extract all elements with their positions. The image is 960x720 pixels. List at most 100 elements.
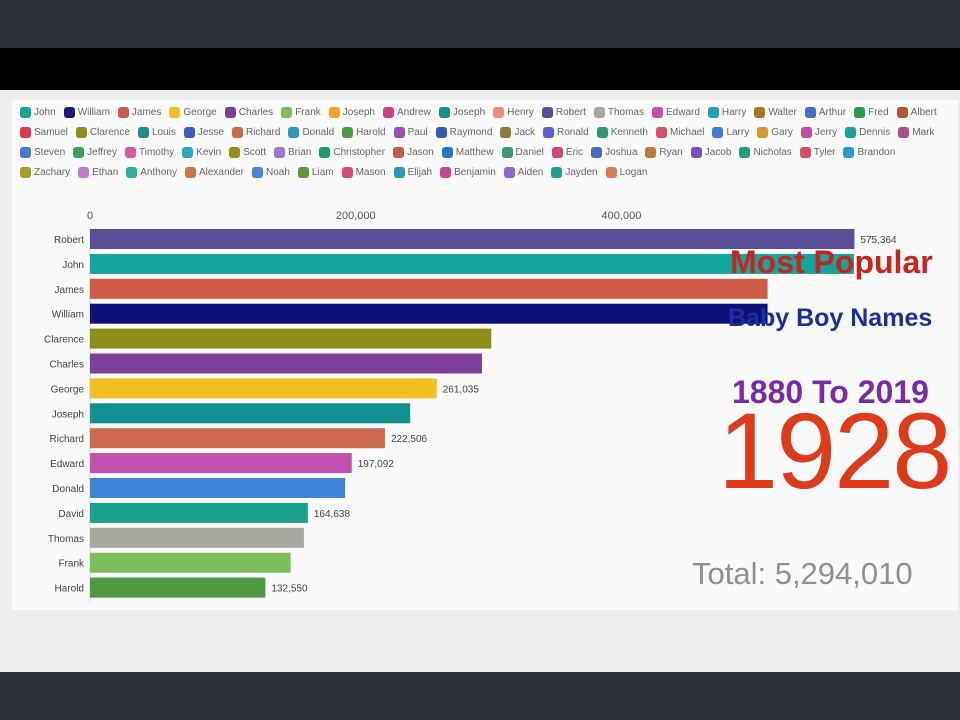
bar-value-label: 575,364 <box>860 235 897 246</box>
bar-value-label: 261,035 <box>443 384 480 395</box>
legend-item: Scott <box>229 144 266 160</box>
legend-swatch <box>224 106 236 118</box>
legend-swatch <box>383 106 394 118</box>
top-black-band <box>0 48 960 90</box>
legend-swatch <box>274 146 285 158</box>
year-range: 1880 To 2019 <box>732 374 929 410</box>
legend-label: Larry <box>726 126 750 138</box>
legend-label: Clarence <box>89 126 130 138</box>
legend-label: Jerry <box>814 126 838 138</box>
legend-item: Harry <box>707 104 747 120</box>
bar-value-label: 197,092 <box>358 459 395 470</box>
legend-label: Kenneth <box>610 126 648 138</box>
legend-swatch <box>297 166 309 178</box>
legend-label: Brandon <box>857 146 896 158</box>
legend-label: Anthony <box>140 166 177 178</box>
legend-item: Richard <box>231 124 280 140</box>
legend-item: Elijah <box>393 164 432 180</box>
legend-swatch <box>543 126 554 138</box>
bar-category-label: Charles <box>50 360 84 371</box>
legend-label: Joshua <box>605 146 638 158</box>
legend-label: Kevin <box>196 146 222 158</box>
legend-swatch <box>605 166 617 178</box>
title-baby-boy-names: Baby Boy Names <box>728 304 933 332</box>
legend-swatch <box>342 126 354 138</box>
legend-item: Andrew <box>383 104 431 120</box>
bar <box>90 527 304 548</box>
legend-label: Scott <box>243 146 266 158</box>
legend-label: Michael <box>669 126 705 138</box>
legend-label: Frank <box>295 106 321 118</box>
legend-item: Jacob <box>690 144 731 160</box>
legend-swatch <box>117 106 129 118</box>
x-tick-label: 0 <box>87 210 93 222</box>
legend-item: Michael <box>655 124 705 140</box>
legend-item: Steven <box>20 144 65 160</box>
legend-label: Raymond <box>449 126 493 138</box>
legend-label: George <box>183 106 217 118</box>
legend-label: Mark <box>912 126 935 138</box>
legend-swatch <box>137 126 149 138</box>
legend-label: Paul <box>407 126 428 138</box>
bar-category-label: Donald <box>52 484 84 495</box>
legend-label: Henry <box>507 106 534 118</box>
legend-label: Daniel <box>515 146 544 158</box>
bar <box>90 253 854 274</box>
legend-swatch <box>63 106 75 118</box>
legend-item: George <box>169 104 217 120</box>
legend-swatch <box>655 126 667 138</box>
legend-item: Robert <box>541 104 586 120</box>
bar-category-label: Richard <box>50 434 84 445</box>
bar-category-label: James <box>55 285 84 296</box>
legend-swatch <box>707 106 719 118</box>
legend-item: Nicholas <box>739 144 792 160</box>
bar <box>90 502 308 523</box>
legend-item: Joshua <box>591 144 637 160</box>
legend-label: John <box>34 106 56 118</box>
legend-swatch <box>78 166 90 178</box>
title-most-popular: Most Popular <box>730 244 933 280</box>
legend-item: Louis <box>137 124 176 140</box>
legend-swatch <box>500 126 512 138</box>
legend-label: Edward <box>665 106 700 118</box>
legend-label: Mason <box>355 166 386 178</box>
legend-label: Ronald <box>557 126 589 138</box>
legend-swatch <box>799 146 811 158</box>
legend-item: Jason <box>393 144 434 160</box>
legend-swatch <box>898 126 910 138</box>
legend-item: Alexander <box>184 164 244 180</box>
legend-item: Jack <box>500 124 535 140</box>
legend-item: Ethan <box>78 164 118 180</box>
legend-item: John <box>20 104 56 120</box>
legend-item: Fred <box>854 104 889 120</box>
bar-value-label: 222,506 <box>391 434 428 445</box>
legend-label: Andrew <box>397 106 431 118</box>
legend-swatch <box>501 146 513 158</box>
legend-item: Jeffrey <box>73 144 117 160</box>
legend-item: Liam <box>297 164 334 180</box>
legend-item: Edward <box>651 104 700 120</box>
legend-item: Kenneth <box>596 124 648 140</box>
legend-label: Albert <box>910 106 937 118</box>
legend-label: Donald <box>302 126 335 138</box>
legend-swatch <box>20 166 31 178</box>
bar <box>90 303 768 324</box>
legend-swatch <box>645 146 657 158</box>
legend-swatch <box>739 146 751 158</box>
legend-swatch <box>804 106 816 118</box>
legend-swatch <box>845 126 857 138</box>
bar-category-label: Frank <box>58 559 85 570</box>
bar <box>90 453 352 474</box>
legend-label: Zachary <box>34 166 71 178</box>
legend-swatch <box>651 106 663 118</box>
bar <box>90 428 385 449</box>
legend-item: Walter <box>754 104 797 120</box>
legend-label: Jack <box>514 126 535 138</box>
legend-label: Louis <box>151 126 176 138</box>
legend-label: Joseph <box>452 106 486 118</box>
legend-label: Robert <box>555 106 586 118</box>
bar <box>90 552 291 573</box>
legend-label: Harry <box>721 106 747 118</box>
legend-item: Samuel <box>20 124 68 140</box>
legend-item: Noah <box>252 164 290 180</box>
